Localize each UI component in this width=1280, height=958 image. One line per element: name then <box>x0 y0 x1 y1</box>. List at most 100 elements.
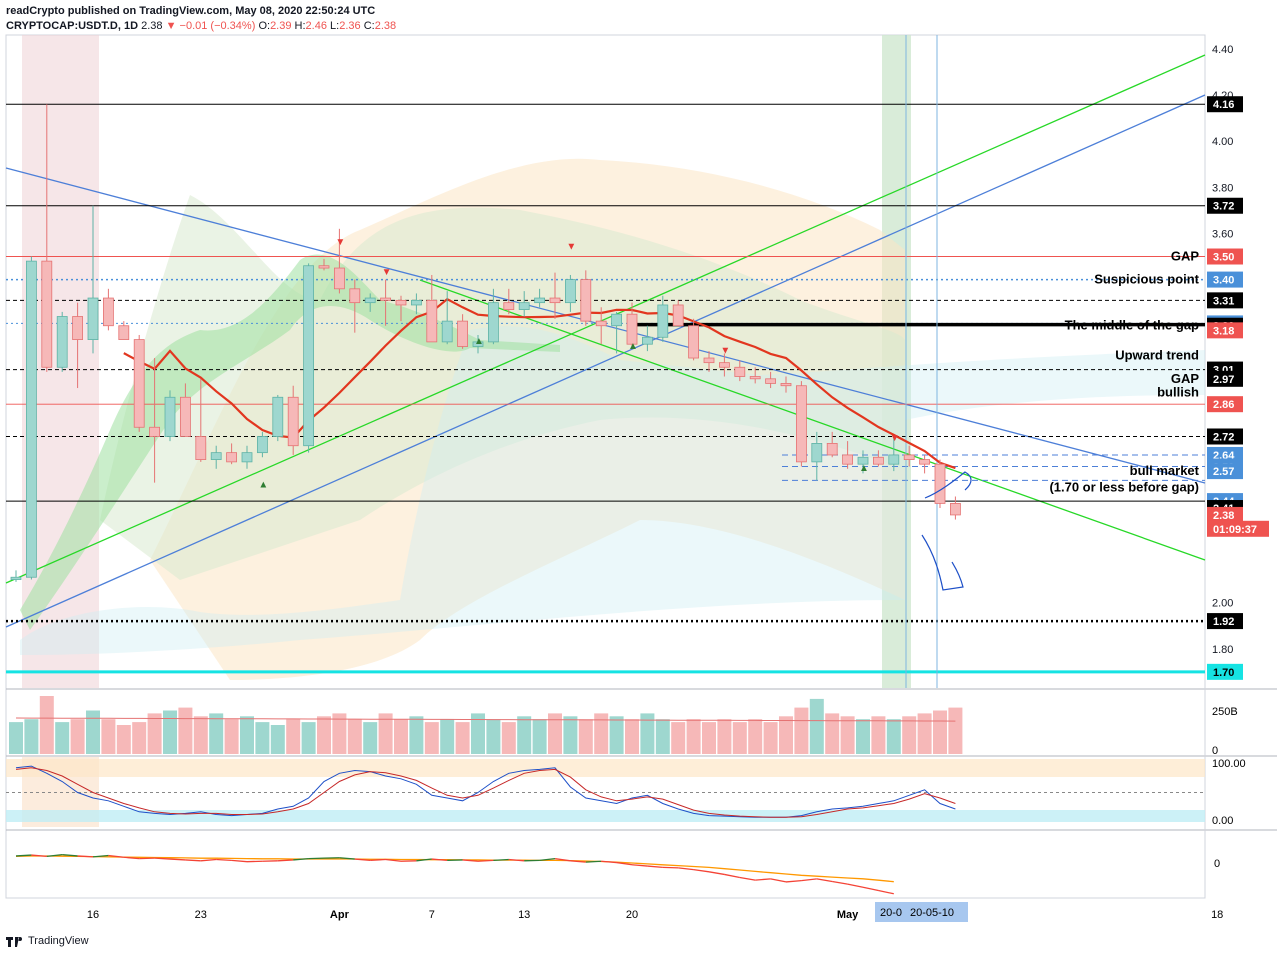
candle-body <box>149 426 161 437</box>
volume-bar <box>394 719 408 754</box>
osc-main-line <box>31 854 47 858</box>
chart-annotation: bullish <box>1157 385 1199 400</box>
candle-body <box>719 362 730 368</box>
candle-body <box>950 503 961 516</box>
candle-body <box>256 436 268 454</box>
candle-body <box>303 265 315 447</box>
cloud-blue <box>20 326 1205 655</box>
candle-body <box>734 366 746 377</box>
candle-body <box>703 357 715 364</box>
volume-bar <box>163 710 177 754</box>
price-label: 3.31 <box>1213 295 1234 307</box>
osc-main-line <box>15 854 32 857</box>
candle-body <box>410 299 422 306</box>
price-label: 3.72 <box>1213 201 1234 213</box>
volume-bar <box>686 719 701 754</box>
volume-bar <box>9 722 23 754</box>
volume-bar <box>563 716 578 754</box>
osc-main-line <box>539 857 556 862</box>
volume-bar <box>933 710 947 754</box>
price-label: 1.70 <box>1213 667 1234 679</box>
date-badge: 20-05-10 <box>910 907 954 919</box>
osc-main-line <box>493 858 509 862</box>
volume-bar <box>809 698 824 754</box>
osc-main-line <box>46 853 63 858</box>
chart-annotation: Suspicious point <box>1094 272 1199 287</box>
chart-annotation: bull market <box>1130 463 1200 478</box>
volume-bar <box>24 719 39 754</box>
candle-body <box>210 452 222 460</box>
change-value: −0.01 (−0.34%) <box>179 20 256 32</box>
volume-bar <box>655 719 670 754</box>
drawing-curve <box>924 471 972 499</box>
volume-bar <box>486 719 501 754</box>
osc-main-line <box>154 857 171 860</box>
price-label-bg <box>1207 271 1243 288</box>
osc-main-line <box>185 859 201 862</box>
chart-header: readCrypto published on TradingView.com,… <box>6 4 396 34</box>
volume-bar <box>501 722 516 754</box>
candle-body <box>842 454 853 465</box>
candle-body <box>873 456 884 465</box>
osc-main-line <box>554 857 571 862</box>
candle-body <box>626 313 638 345</box>
price-label: 3.40 <box>1213 275 1234 287</box>
volume-bar <box>625 719 639 754</box>
green-up-trendline <box>5 54 1206 584</box>
chart-annotation: The middle of the gap <box>1065 318 1199 333</box>
price-label: 2.57 <box>1213 466 1234 478</box>
sell-signal-icon: ▼ <box>720 345 730 356</box>
blue-up-trendline <box>5 94 1206 628</box>
sell-signal-icon: ▼ <box>382 267 392 278</box>
osc-main-line <box>354 858 371 862</box>
candle-body <box>688 325 699 359</box>
candle-body <box>287 396 299 447</box>
volume-bar <box>147 713 162 754</box>
candle-body <box>919 459 930 465</box>
candle-body <box>903 454 915 460</box>
volume-bar <box>224 719 239 754</box>
osc-main-line <box>416 858 432 862</box>
price-tick-label: 1.80 <box>1212 644 1233 656</box>
sell-signal-icon: ▼ <box>566 242 576 253</box>
candle-body <box>103 297 114 327</box>
volume-bar <box>132 722 147 754</box>
candle-body <box>164 396 176 437</box>
volume-bar <box>532 719 547 754</box>
volume-bar <box>424 722 439 754</box>
low-value: 2.36 <box>339 20 361 32</box>
x-tick-label: 7 <box>429 909 435 921</box>
volume-bar <box>286 719 301 754</box>
candle-body <box>241 452 253 463</box>
x-tick-label: 13 <box>518 909 530 921</box>
osc-main-line <box>770 878 787 883</box>
chart-annotation: GAP <box>1171 249 1200 264</box>
author[interactable]: readCrypto published on TradingView.com,… <box>6 5 376 17</box>
chart-annotation: (1.70 or less before gap) <box>1049 479 1199 494</box>
volume-bar <box>671 722 686 754</box>
osc-main-line <box>785 879 802 883</box>
volume-ma <box>15 717 956 722</box>
overbought-band <box>6 759 1205 777</box>
volume-bar <box>240 716 254 754</box>
volume-bar <box>178 707 193 754</box>
volume-bar <box>609 716 624 754</box>
brand-name[interactable]: TradingView <box>28 935 89 947</box>
down-arrow-icon: ▼ <box>165 20 177 32</box>
green-band <box>20 254 560 631</box>
volume-bar <box>317 716 331 754</box>
candle-body <box>534 297 545 304</box>
volume-bar <box>917 713 932 754</box>
volume-bar <box>840 716 855 754</box>
volume-bar <box>856 719 870 754</box>
candle-body <box>565 279 576 304</box>
volume-bar <box>101 719 116 754</box>
price-tick-label: 4.40 <box>1212 44 1233 56</box>
footer: TradingView <box>6 935 89 947</box>
close-value: 2.38 <box>374 20 397 32</box>
stoch-d-line <box>15 767 956 818</box>
candles <box>10 104 961 582</box>
osc-main-line <box>801 878 817 882</box>
candle-body <box>780 383 792 387</box>
